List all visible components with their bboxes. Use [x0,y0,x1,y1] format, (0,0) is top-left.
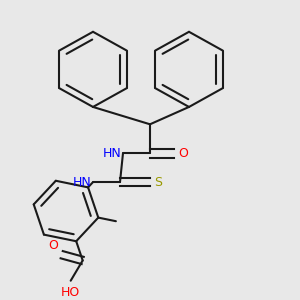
Text: HN: HN [103,147,122,160]
Text: HO: HO [61,286,80,299]
Text: O: O [178,147,188,160]
Text: HN: HN [73,176,92,189]
Text: S: S [154,176,163,189]
Text: O: O [48,239,58,252]
